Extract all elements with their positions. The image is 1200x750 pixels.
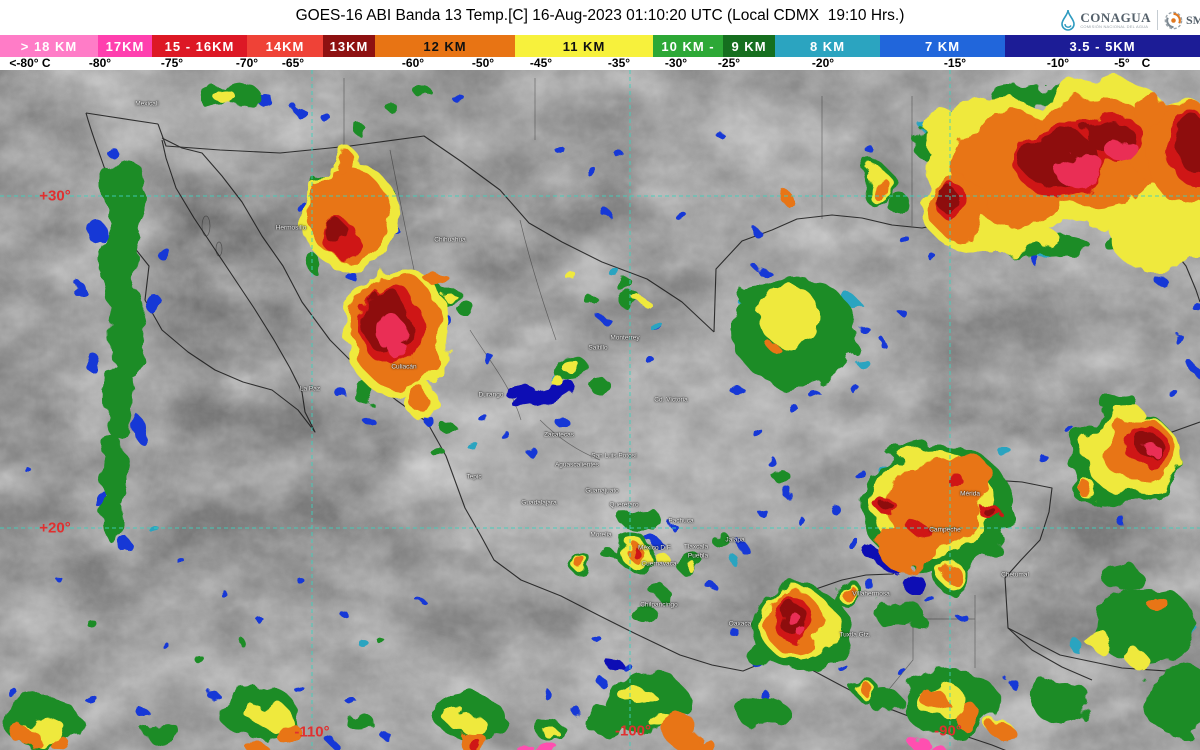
city-label: Morelia [590, 531, 612, 539]
city-label: La Paz [299, 385, 321, 393]
city-label: Querétaro [609, 501, 639, 509]
temperature-tick: -15° [943, 56, 967, 70]
city-label: Mérida [960, 490, 980, 498]
temperature-tick: -60° [401, 56, 425, 70]
satellite-map [0, 70, 1200, 750]
city-label: Chilpancingo [640, 601, 678, 609]
logo-separator [1157, 10, 1158, 30]
conagua-label: CONAGUA [1080, 9, 1151, 25]
legend-band: 10 KM - [653, 35, 723, 57]
smn-logo-icon [1164, 11, 1183, 29]
temperature-tick: C [1141, 56, 1151, 70]
grid-coordinate-label: -100° [614, 722, 652, 740]
city-label: Campeche [929, 526, 961, 534]
city-label: Pachuca [668, 517, 694, 525]
city-label: Tuxtla Gtz. [839, 631, 871, 639]
legend-band: 9 KM [723, 35, 775, 57]
city-label: Mexicali [135, 100, 159, 108]
temperature-tick: -10° [1046, 56, 1070, 70]
conagua-sublabel: COMISIÓN NACIONAL DEL AGUA [1080, 23, 1149, 29]
temperature-tick: -70° [235, 56, 259, 70]
grid-coordinate-label: -110° [294, 723, 330, 741]
city-label: Jalapa [725, 536, 745, 544]
temperature-tick: <-80° C [9, 56, 51, 70]
temperature-tick: -5° [1114, 56, 1130, 70]
legend-band: 7 KM [880, 35, 1005, 57]
legend-band: 11 KM [515, 35, 653, 57]
city-label: Cd. Victoria [654, 396, 688, 404]
legend-band: 15 - 16KM [152, 35, 247, 57]
legend-band: 13KM [323, 35, 375, 57]
legend-band: 8 KM [775, 35, 880, 57]
city-label: Oaxaca [728, 620, 752, 628]
city-label: Puebla [687, 552, 709, 560]
temperature-tick: -35° [607, 56, 631, 70]
legend-band: 12 KM [375, 35, 515, 57]
city-label: Hermosillo [275, 224, 307, 232]
coastlines [85, 112, 1200, 750]
legend-band: 14KM [247, 35, 323, 57]
city-label: Villahermosa [852, 590, 890, 598]
legend-band: 3.5 - 5KM [1005, 35, 1200, 57]
city-label: Chetumal [1001, 571, 1029, 579]
temperature-scale: <-80° C -80° -75° -70° -65° -60° -50° -45° -35° -… [0, 56, 1200, 70]
city-label: México D.F. [638, 544, 672, 552]
storm-layer-navy [502, 382, 924, 666]
temperature-tick: -80° [88, 56, 112, 70]
conagua-drop-icon [1061, 9, 1076, 31]
city-label: Tepic [466, 473, 482, 481]
smn-logo: SM [1164, 11, 1200, 30]
grid-coordinate-label: +20° [39, 519, 71, 537]
city-label: Cuernavaca [641, 560, 677, 568]
city-label: Guadalajara [521, 499, 557, 507]
city-label: San Luis Potosí [591, 452, 637, 460]
conagua-logo: CONAGUA COMISIÓN NACIONAL DEL AGUA [1060, 9, 1151, 31]
city-label: Saltillo [588, 344, 608, 352]
storm-layer-pink [517, 737, 946, 750]
temperature-tick: -20° [811, 56, 835, 70]
legend-band: > 18 KM [0, 35, 98, 57]
city-label: Chihuahua [434, 236, 466, 244]
agency-logos: CONAGUA COMISIÓN NACIONAL DEL AGUA SM [1060, 6, 1200, 34]
latlon-grid [0, 70, 1200, 750]
city-label: Zacatecas [544, 431, 574, 439]
city-label: Monterrey [610, 334, 640, 342]
temperature-tick: -75° [160, 56, 184, 70]
temperature-tick: -25° [717, 56, 741, 70]
grid-coordinate-label: +30° [39, 187, 71, 205]
grid-coordinate-label: -90° [934, 722, 962, 740]
smn-label: SM [1186, 12, 1200, 27]
city-label: Durango [478, 391, 504, 399]
city-label: Guanajuato [585, 487, 619, 495]
altitude-legend: > 18 KM 17KM 15 - 16KM 14KM 13KM 12 KM 11 KM 10… [0, 35, 1200, 57]
temperature-tick: -45° [529, 56, 553, 70]
storm-layer-crimson [378, 138, 1158, 636]
image-title: GOES-16 ABI Banda 13 Temp.[C] 16-Aug-202… [295, 7, 905, 24]
city-label: Culiacán [391, 363, 417, 371]
legend-band: 17KM [98, 35, 152, 57]
temperature-tick: -50° [471, 56, 495, 70]
temperature-tick: -30° [664, 56, 688, 70]
city-label: Tlaxcala [683, 543, 709, 551]
city-label: Aguascalientes [554, 461, 600, 469]
temperature-tick: -65° [281, 56, 305, 70]
